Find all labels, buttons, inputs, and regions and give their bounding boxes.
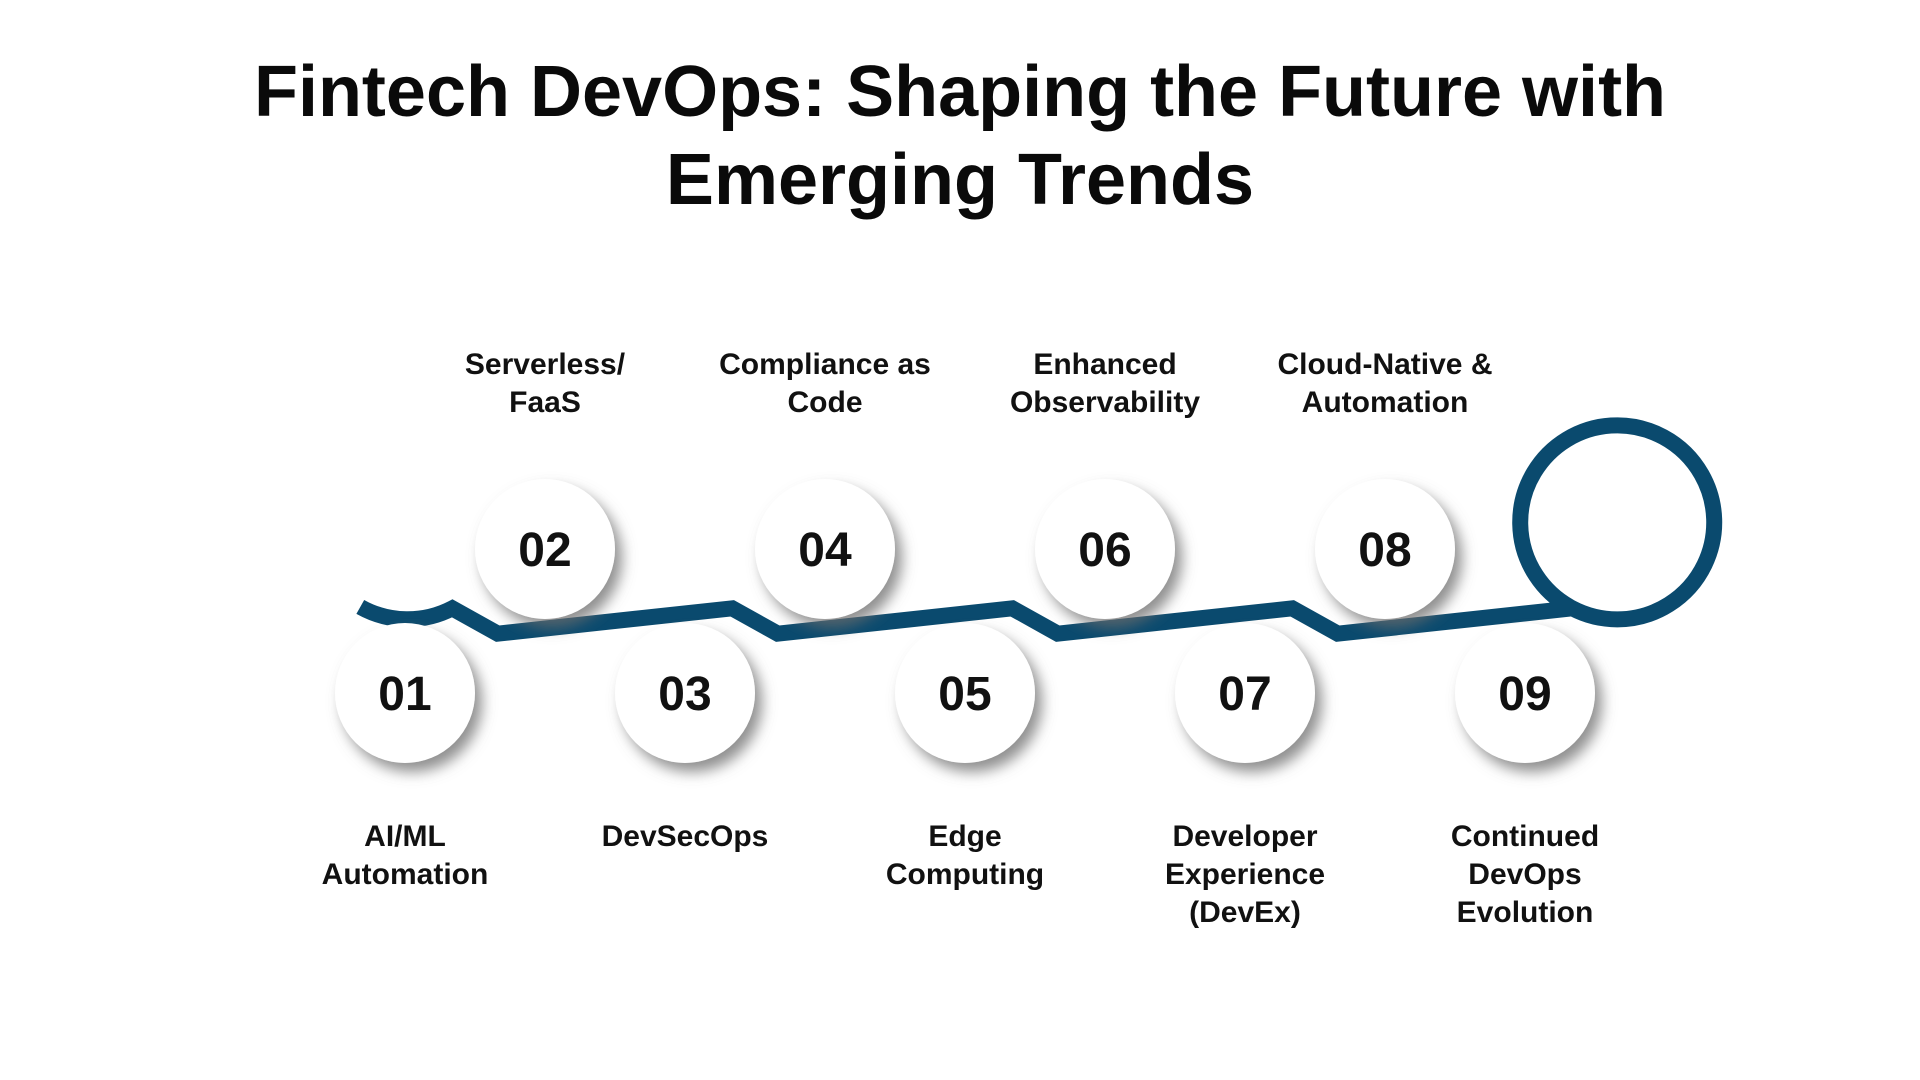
step-06-number: 06 [1078, 524, 1131, 577]
step-06-node: 06 [1035, 479, 1175, 619]
step-label-line: Experience [1164, 858, 1326, 891]
step-label-line: Code [787, 386, 863, 419]
step-04-number: 04 [798, 524, 852, 577]
step-label-line: Evolution [1456, 896, 1594, 929]
step-02-number: 02 [518, 524, 571, 577]
step-06-label: Enhanced Observability [985, 346, 1225, 422]
step-08-label: Cloud-Native & Automation [1265, 346, 1505, 422]
step-label-line: Continued [1450, 820, 1600, 853]
step-07-circle [1175, 623, 1315, 763]
step-label-line: AI/ML [364, 820, 446, 853]
step-01-number: 01 [378, 668, 431, 721]
step-07-node: 07 [1175, 623, 1315, 763]
step-04-label: Compliance as Code [705, 346, 945, 422]
step-02-label: Serverless/FaaS [425, 346, 665, 422]
step-circles: 01 02 03 04 05 06 07 08 09 [335, 479, 1595, 763]
step-03-label: DevSecOps [565, 818, 805, 856]
step-label-line: Computing [885, 858, 1045, 891]
step-09-number: 09 [1498, 668, 1551, 721]
step-label-line: Automation [321, 858, 489, 891]
step-05-circle [895, 623, 1035, 763]
step-06-circle [1035, 479, 1175, 619]
step-01-label: AI/ML Automation [285, 818, 525, 894]
step-01-circle [335, 623, 475, 763]
step-05-node: 05 [895, 623, 1035, 763]
page-title: Fintech DevOps: Shaping the Future with … [0, 48, 1920, 224]
step-05-label: Edge Computing [845, 818, 1085, 894]
step-label-line: Automation [1301, 386, 1469, 419]
step-05-number: 05 [938, 668, 991, 721]
step-08-circle [1315, 479, 1455, 619]
step-label-line: FaaS [509, 386, 581, 419]
step-03-circle [615, 623, 755, 763]
step-label-line: (DevEx) [1189, 896, 1301, 929]
step-07-label: Developer Experience (DevEx) [1125, 818, 1365, 932]
step-08-node: 08 [1315, 479, 1455, 619]
step-label-line: Serverless/ [464, 348, 626, 381]
step-label-line: DevOps [1468, 858, 1582, 891]
step-label-line: Cloud-Native & [1277, 348, 1493, 381]
step-01-node: 01 [335, 623, 475, 763]
step-label-line: Enhanced [1033, 348, 1177, 381]
step-08-number: 08 [1358, 524, 1411, 577]
step-label-line: Compliance as [719, 348, 931, 381]
step-09-label: Continued DevOps Evolution [1405, 818, 1645, 932]
step-04-node: 04 [755, 479, 895, 619]
step-07-number: 07 [1218, 668, 1271, 721]
step-09-circle [1455, 623, 1595, 763]
step-label-line: Observability [1009, 386, 1201, 419]
step-label-line: Edge [928, 820, 1002, 853]
step-label-line: DevSecOps [601, 820, 769, 853]
step-02-circle [475, 479, 615, 619]
step-03-number: 03 [658, 668, 711, 721]
wave-connector [356, 417, 1723, 642]
step-04-circle [755, 479, 895, 619]
title-line-1: Fintech DevOps: Shaping the Future with [253, 52, 1667, 132]
step-02-node: 02 [475, 479, 615, 619]
title-line-2: Emerging Trends [665, 140, 1255, 220]
step-09-node: 09 [1455, 623, 1595, 763]
step-03-node: 03 [615, 623, 755, 763]
step-label-line: Developer [1172, 820, 1318, 853]
